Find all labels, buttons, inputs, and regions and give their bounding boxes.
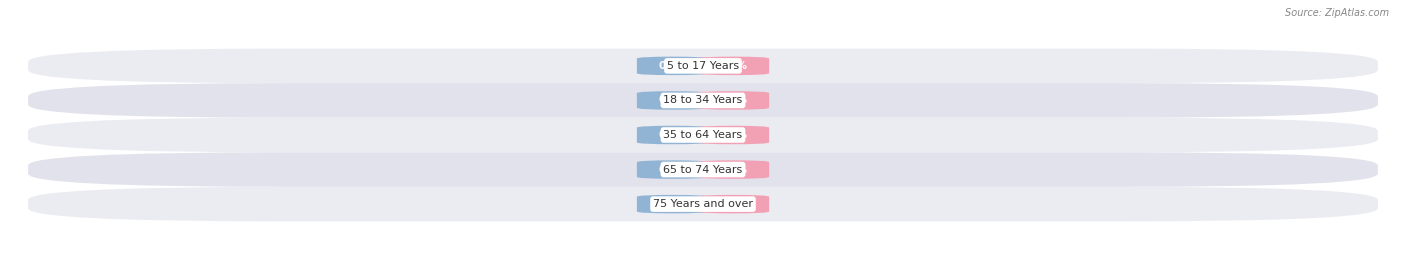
FancyBboxPatch shape	[637, 91, 709, 110]
Text: 0.0%: 0.0%	[658, 95, 688, 106]
Text: 0.0%: 0.0%	[718, 199, 748, 209]
FancyBboxPatch shape	[697, 195, 769, 213]
Text: 65 to 74 Years: 65 to 74 Years	[664, 164, 742, 175]
Text: 35 to 64 Years: 35 to 64 Years	[664, 130, 742, 140]
Text: 0.0%: 0.0%	[658, 164, 688, 175]
FancyBboxPatch shape	[28, 49, 1378, 83]
FancyBboxPatch shape	[637, 57, 709, 75]
Text: 0.0%: 0.0%	[658, 130, 688, 140]
FancyBboxPatch shape	[637, 160, 709, 179]
FancyBboxPatch shape	[28, 118, 1378, 152]
Text: Source: ZipAtlas.com: Source: ZipAtlas.com	[1285, 8, 1389, 18]
Text: 75 Years and over: 75 Years and over	[652, 199, 754, 209]
FancyBboxPatch shape	[637, 195, 709, 213]
FancyBboxPatch shape	[697, 91, 769, 110]
FancyBboxPatch shape	[697, 160, 769, 179]
FancyBboxPatch shape	[637, 126, 709, 144]
Text: 0.0%: 0.0%	[718, 61, 748, 71]
FancyBboxPatch shape	[697, 126, 769, 144]
FancyBboxPatch shape	[28, 152, 1378, 187]
FancyBboxPatch shape	[28, 83, 1378, 118]
FancyBboxPatch shape	[28, 187, 1378, 221]
FancyBboxPatch shape	[697, 57, 769, 75]
Text: 0.0%: 0.0%	[718, 95, 748, 106]
Text: 0.0%: 0.0%	[658, 61, 688, 71]
Text: 0.0%: 0.0%	[658, 199, 688, 209]
Text: 0.0%: 0.0%	[718, 164, 748, 175]
Text: 0.0%: 0.0%	[718, 130, 748, 140]
Text: 5 to 17 Years: 5 to 17 Years	[666, 61, 740, 71]
Text: 18 to 34 Years: 18 to 34 Years	[664, 95, 742, 106]
